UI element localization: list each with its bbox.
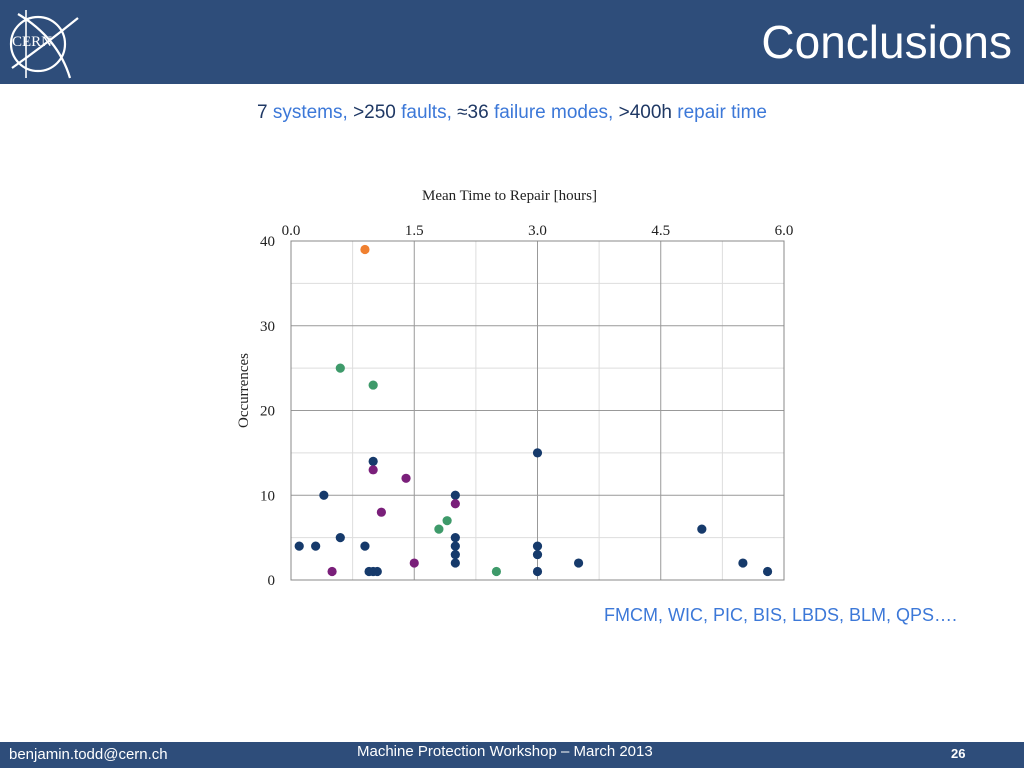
data-point: [450, 490, 460, 500]
data-point: [450, 558, 460, 568]
summary-segment: ≈36: [457, 102, 489, 123]
y-tick-label: 20: [260, 404, 275, 420]
summary-segment: repair time: [671, 102, 767, 123]
data-point: [738, 558, 748, 568]
data-point: [360, 244, 370, 255]
data-point: [491, 566, 502, 577]
x-tick-label: 0.0: [282, 223, 301, 239]
x-tick-label: 6.0: [775, 223, 794, 239]
data-point: [409, 558, 419, 568]
x-tick-label: 3.0: [528, 223, 547, 239]
systems-list: FMCM, WIC, PIC, BIS, LBDS, BLM, QPS….: [604, 605, 958, 625]
slide-title: Conclusions: [761, 16, 1012, 68]
data-point: [335, 363, 345, 373]
data-point: [450, 549, 460, 560]
footer-bar: benjamin.todd@cern.ch Machine Protection…: [0, 742, 1024, 768]
y-tick-label: 0: [268, 573, 276, 589]
y-tick-label: 30: [260, 319, 275, 335]
y-tick-label: 10: [260, 488, 275, 504]
data-point: [327, 566, 337, 577]
y-axis-title: Occurrences: [236, 353, 252, 428]
summary-line: 7 systems, >250 faults, ≈36 failure mode…: [0, 101, 1024, 125]
page-number: 26: [951, 746, 966, 761]
data-point: [697, 524, 707, 534]
data-point: [294, 541, 304, 551]
y-tick-label: 40: [260, 234, 275, 250]
footer-email: benjamin.todd@cern.ch: [9, 746, 168, 763]
data-point: [376, 507, 386, 517]
plot-frame: [290, 240, 785, 581]
data-point: [450, 541, 460, 551]
x-tick-label: 1.5: [405, 223, 424, 239]
data-point: [401, 473, 411, 483]
data-point: [532, 448, 543, 458]
summary-segment: failure modes,: [488, 102, 619, 123]
data-point: [311, 541, 321, 551]
data-point: [532, 549, 543, 560]
summary-segment: 7: [256, 102, 268, 123]
logo-text: CERN: [12, 34, 52, 50]
data-point: [532, 566, 543, 577]
data-point: [450, 533, 460, 543]
data-point: [335, 533, 345, 543]
footer-event: Machine Protection Workshop – March 2013: [357, 743, 653, 760]
data-point: [368, 380, 378, 390]
data-point: [360, 541, 370, 551]
data-point: [532, 541, 543, 551]
data-point: [368, 456, 378, 466]
summary-segment: >250: [353, 102, 396, 123]
header-bar: CERN Conclusions: [0, 0, 1024, 84]
data-point: [762, 566, 773, 577]
summary-segment: systems,: [267, 102, 354, 123]
data-point: [442, 516, 452, 526]
summary-segment: faults,: [395, 102, 458, 123]
data-point: [319, 490, 329, 500]
x-tick-label: 4.5: [651, 223, 670, 239]
data-point: [372, 566, 382, 577]
data-point: [450, 499, 460, 509]
mttr-scatter-chart: 0.0 1.5 3.0 4.5 6.0 0 10 20 30 40 Mean Time to Rep…: [236, 188, 794, 589]
data-point: [434, 524, 444, 534]
cern-logo: CERN: [9, 10, 79, 79]
x-axis-title: Mean Time to Repair [hours]: [422, 188, 597, 204]
data-point: [573, 558, 584, 568]
data-point: [368, 465, 378, 475]
summary-segment: >400h: [618, 102, 672, 123]
